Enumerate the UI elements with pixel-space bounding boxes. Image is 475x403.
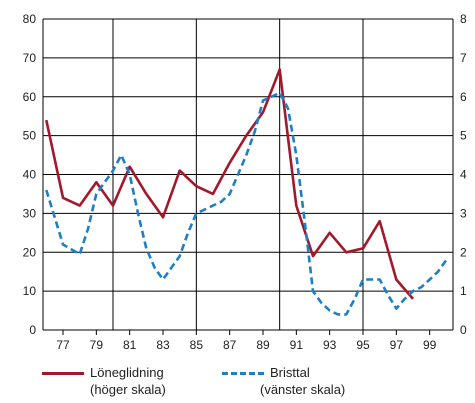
x-tick-label: 91 — [290, 338, 304, 352]
y-tick-left: 50 — [23, 129, 37, 143]
y-tick-right: 1 — [460, 284, 467, 298]
legend-swatch-loneglidning — [42, 372, 84, 376]
y-tick-left: 30 — [23, 206, 37, 220]
x-tick-label: 85 — [190, 338, 204, 352]
legend-label-loneglidning: Löneglidning — [90, 365, 164, 380]
tick-labels: 0 10 20 30 40 50 60 70 80 0 1 2 3 4 5 6 7 8 77 79 81 83 85 87 89… — [23, 12, 467, 352]
y-tick-right: 3 — [460, 206, 467, 220]
y-tick-right: 0 — [460, 323, 467, 337]
legend-label-bristtal: Bristtal — [270, 365, 310, 380]
x-tick-label: 77 — [56, 338, 70, 352]
x-tick-label: 97 — [390, 338, 404, 352]
y-tick-right: 7 — [460, 51, 467, 65]
x-tick-label: 79 — [90, 338, 104, 352]
series-line-loneglidning — [45, 68, 414, 300]
y-tick-right: 4 — [460, 168, 467, 182]
legend-item-loneglidning: Löneglidning (höger skala) — [42, 364, 166, 398]
x-tick-label: 93 — [323, 338, 337, 352]
x-tick-label: 83 — [156, 338, 170, 352]
grid — [42, 18, 454, 331]
y-tick-right: 6 — [460, 90, 467, 104]
y-tick-left: 70 — [23, 51, 37, 65]
x-tick-label: 87 — [223, 338, 237, 352]
y-tick-right: 2 — [460, 245, 467, 259]
y-tick-right: 8 — [460, 12, 467, 26]
legend-note-loneglidning: (höger skala) — [90, 382, 166, 397]
series-line-bristtal — [45, 91, 448, 316]
y-tick-left: 80 — [23, 12, 37, 26]
x-tick-label: 89 — [256, 338, 270, 352]
y-tick-right: 5 — [460, 129, 467, 143]
chart: 0 10 20 30 40 50 60 70 80 0 1 2 3 4 5 6 7 8 77 79 81 83 85 87 89… — [23, 12, 467, 352]
legend-item-bristtal: Bristtal (vänster skala) — [222, 364, 345, 398]
y-tick-left: 60 — [23, 90, 37, 104]
y-tick-left: 20 — [23, 245, 37, 259]
x-tick-label: 99 — [423, 338, 437, 352]
y-tick-left: 40 — [23, 168, 37, 182]
x-tick-label: 95 — [356, 338, 370, 352]
x-tick-label: 81 — [123, 338, 137, 352]
series-lines — [45, 68, 448, 316]
legend-swatch-bristtal — [222, 372, 264, 376]
legend-note-bristtal: (vänster skala) — [260, 382, 346, 397]
y-tick-left: 10 — [23, 284, 37, 298]
y-tick-left: 0 — [29, 323, 36, 337]
